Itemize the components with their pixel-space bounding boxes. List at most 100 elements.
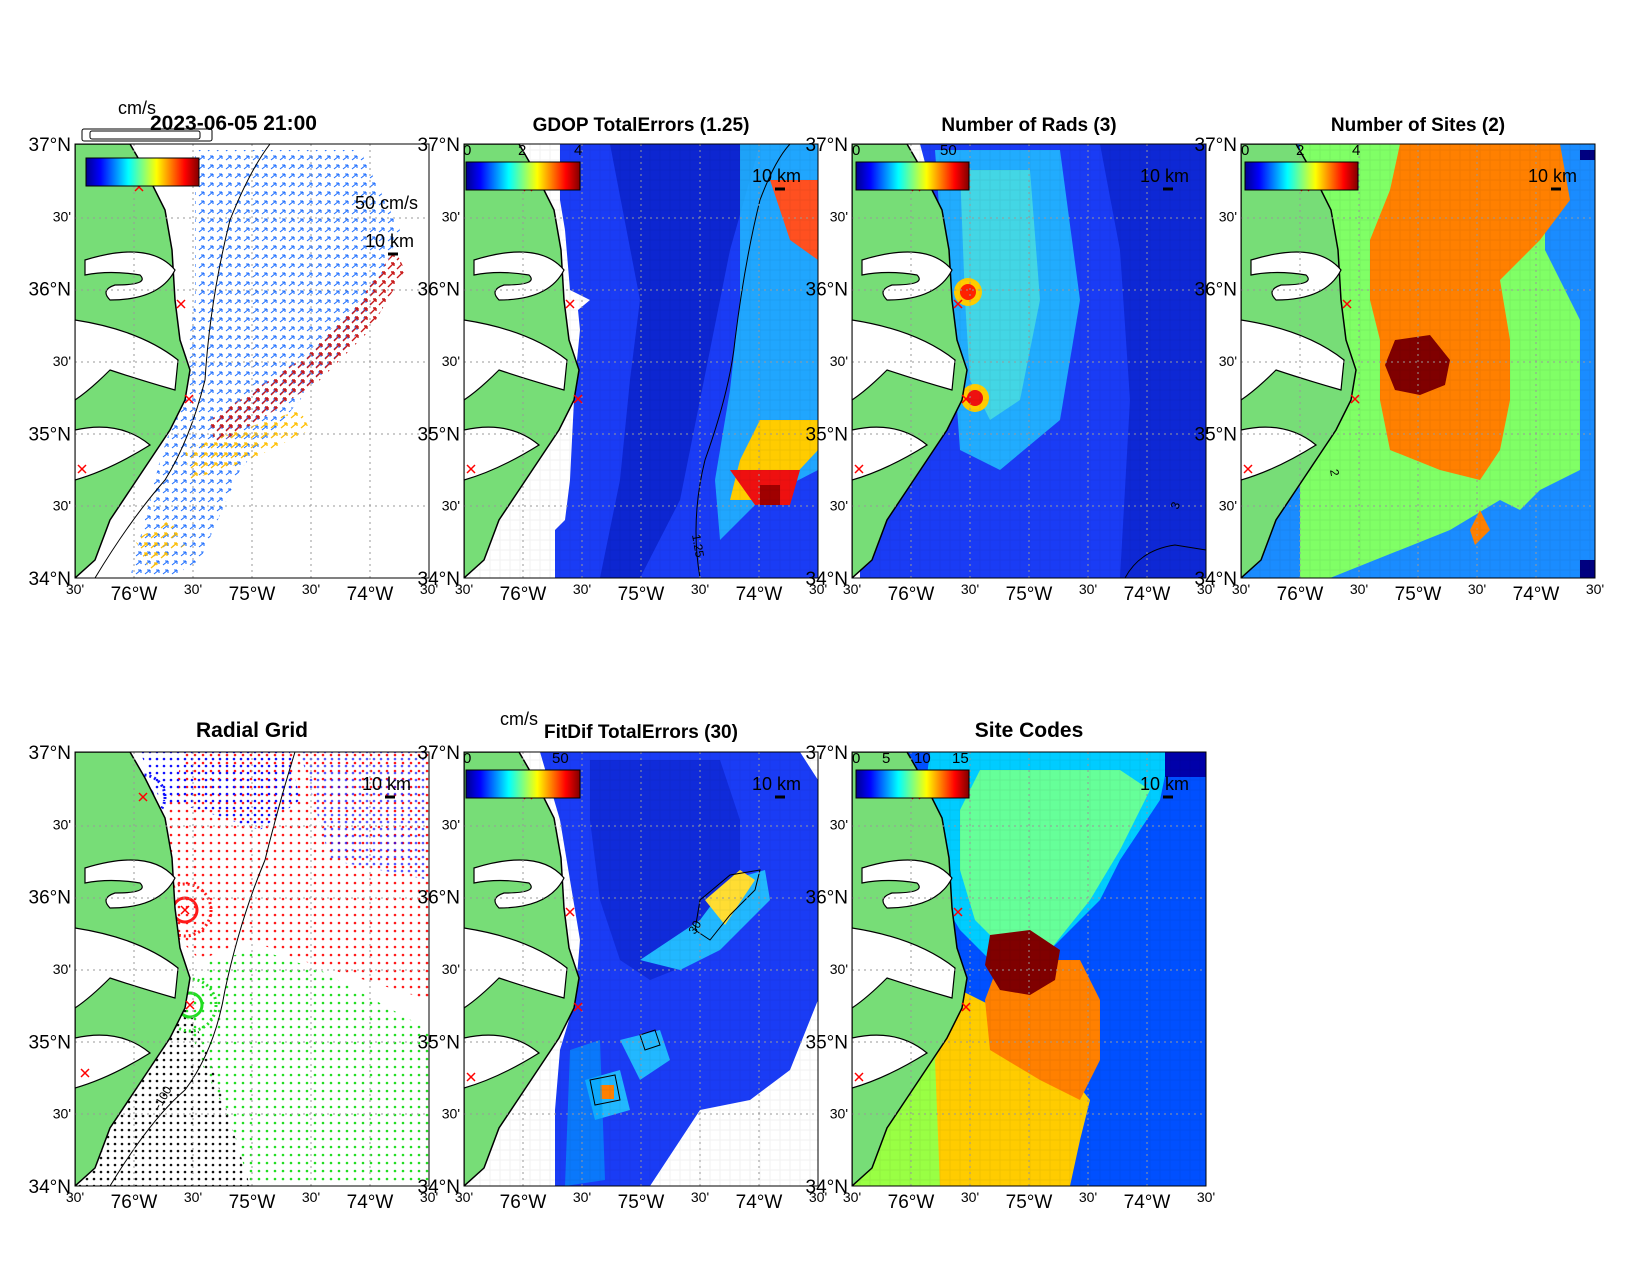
lon-tick-label: 30' — [1468, 581, 1486, 597]
lon-tick-label: 30' — [420, 581, 438, 597]
lon-tick-label: 30' — [1197, 1189, 1215, 1205]
lon-tick-label: 30' — [184, 581, 202, 597]
lat-tick-label: 37°N — [418, 743, 460, 764]
lon-tick-label: 30' — [843, 1189, 861, 1205]
lon-tick-label: 30' — [184, 1189, 202, 1205]
lat-tick-label: 30' — [830, 208, 848, 224]
lat-tick-label: 30' — [53, 1106, 71, 1122]
lon-tick-label: 30' — [302, 1189, 320, 1205]
svg-text:4: 4 — [574, 142, 582, 159]
contour-label-nsites: 2 — [1327, 468, 1342, 477]
lat-tick-label: 30' — [1219, 498, 1237, 514]
lon-tick-label: 30' — [302, 581, 320, 597]
lat-tick-label: 34°N — [806, 1177, 848, 1198]
lat-tick-label: 36°N — [418, 280, 460, 301]
svg-text:50: 50 — [940, 142, 957, 159]
lat-tick-label: 30' — [1219, 208, 1237, 224]
distance-scale-label: 10 km — [365, 231, 414, 251]
colorbar-currents — [85, 157, 200, 187]
lon-tick-label: 75°W — [1006, 584, 1053, 605]
lat-tick-label: 30' — [442, 961, 460, 977]
lon-tick-label: 76°W — [111, 1192, 158, 1213]
units-label: cm/s — [118, 98, 156, 118]
distance-scale-label: 10 km — [1140, 774, 1189, 794]
panel-sitecodes: Site Codes 0 5 10 15 10 km — [851, 719, 1207, 1187]
lon-tick-label: 30' — [1197, 581, 1215, 597]
lon-tick-label: 30' — [1586, 581, 1604, 597]
panel-gdop: GDOP TotalErrors (1.25) 0 2 4 1.25 10 km — [463, 115, 819, 579]
lon-tick-label: 74°W — [347, 1192, 394, 1213]
radial-points-green — [185, 950, 429, 1186]
radial-points-blue — [140, 752, 300, 830]
svg-text:4: 4 — [1352, 142, 1360, 159]
lat-tick-label: 36°N — [806, 280, 848, 301]
distance-scale-label: 10 km — [752, 774, 801, 794]
lon-tick-label: 76°W — [888, 1192, 935, 1213]
contour-label-gdop: 1.25 — [689, 533, 707, 559]
distance-scale-label: 10 km — [752, 166, 801, 186]
lon-tick-label: 30' — [843, 581, 861, 597]
lon-tick-label: 75°W — [618, 584, 665, 605]
lat-tick-label: 37°N — [29, 135, 71, 156]
gulf-stream-vectors — [210, 250, 405, 445]
lat-tick-label: 35°N — [1195, 424, 1237, 445]
lat-tick-label: 36°N — [418, 888, 460, 909]
lon-tick-label: 75°W — [1395, 584, 1442, 605]
lat-tick-label: 34°N — [29, 569, 71, 590]
lat-tick-label: 34°N — [806, 569, 848, 590]
lon-tick-label: 75°W — [618, 1192, 665, 1213]
lat-tick-label: 30' — [830, 498, 848, 514]
lon-tick-label: 30' — [1350, 581, 1368, 597]
lat-tick-label: 30' — [830, 816, 848, 832]
lat-tick-label: 34°N — [418, 1177, 460, 1198]
lat-tick-label: 37°N — [418, 135, 460, 156]
units-label: cm/s — [500, 709, 538, 729]
lat-tick-label: 30' — [442, 353, 460, 369]
lat-tick-label: 34°N — [1195, 569, 1237, 590]
svg-text:50: 50 — [552, 750, 569, 767]
lat-tick-label: 30' — [830, 961, 848, 977]
lat-tick-label: 36°N — [1195, 280, 1237, 301]
grid-lines — [75, 144, 429, 578]
lon-tick-label: 30' — [420, 1189, 438, 1205]
lon-tick-label: 76°W — [111, 584, 158, 605]
vector-scale-label: 50 cm/s — [355, 193, 418, 213]
distance-scale-label: 10 km — [1140, 166, 1189, 186]
lat-tick-label: 30' — [1219, 353, 1237, 369]
svg-text:2: 2 — [518, 142, 526, 159]
lon-tick-label: 74°W — [347, 584, 394, 605]
lon-tick-label: 74°W — [1124, 1192, 1171, 1213]
svg-text:0: 0 — [463, 142, 471, 159]
lon-tick-label: 75°W — [229, 584, 276, 605]
lon-tick-label: 30' — [809, 1189, 827, 1205]
lat-tick-label: 30' — [53, 353, 71, 369]
lat-tick-label: 35°N — [29, 1032, 71, 1053]
lon-tick-label: 75°W — [229, 1192, 276, 1213]
lat-tick-label: 37°N — [806, 135, 848, 156]
svg-text:0: 0 — [852, 750, 860, 767]
panel-fitdif: cm/s FitDif TotalErrors (30) 0 50 30 10 … — [463, 709, 819, 1187]
lon-tick-label: 30' — [455, 581, 473, 597]
svg-text:0: 0 — [852, 142, 860, 159]
lat-tick-label: 37°N — [806, 743, 848, 764]
lon-tick-label: 75°W — [1006, 1192, 1053, 1213]
lon-tick-label: 30' — [809, 581, 827, 597]
panel-radialgrid: Radial Grid -100 10 km — [74, 719, 430, 1187]
lon-tick-label: 30' — [573, 581, 591, 597]
lat-tick-label: 37°N — [29, 743, 71, 764]
lon-tick-label: 30' — [961, 581, 979, 597]
axis-tick-labels: 37°N30'36°N30'35°N30'34°N30' 76°W 30' 75°W 3… — [29, 135, 1605, 1213]
lon-tick-label: 30' — [961, 1189, 979, 1205]
contour-label-fitdif: 30 — [685, 918, 704, 937]
lon-tick-label: 30' — [1079, 581, 1097, 597]
lon-tick-label: 30' — [66, 1189, 84, 1205]
panel-title-fitdif: FitDif TotalErrors (30) — [544, 722, 738, 743]
colorbar-sitecodes — [855, 769, 970, 799]
panel-title-nrads: Number of Rads (3) — [941, 115, 1116, 136]
figure-timestamp: 2023-06-05 21:00 — [150, 112, 317, 135]
overlapping-ticks — [81, 128, 213, 142]
lon-tick-label: 76°W — [500, 1192, 547, 1213]
svg-text:15: 15 — [952, 750, 969, 767]
lat-tick-label: 36°N — [806, 888, 848, 909]
